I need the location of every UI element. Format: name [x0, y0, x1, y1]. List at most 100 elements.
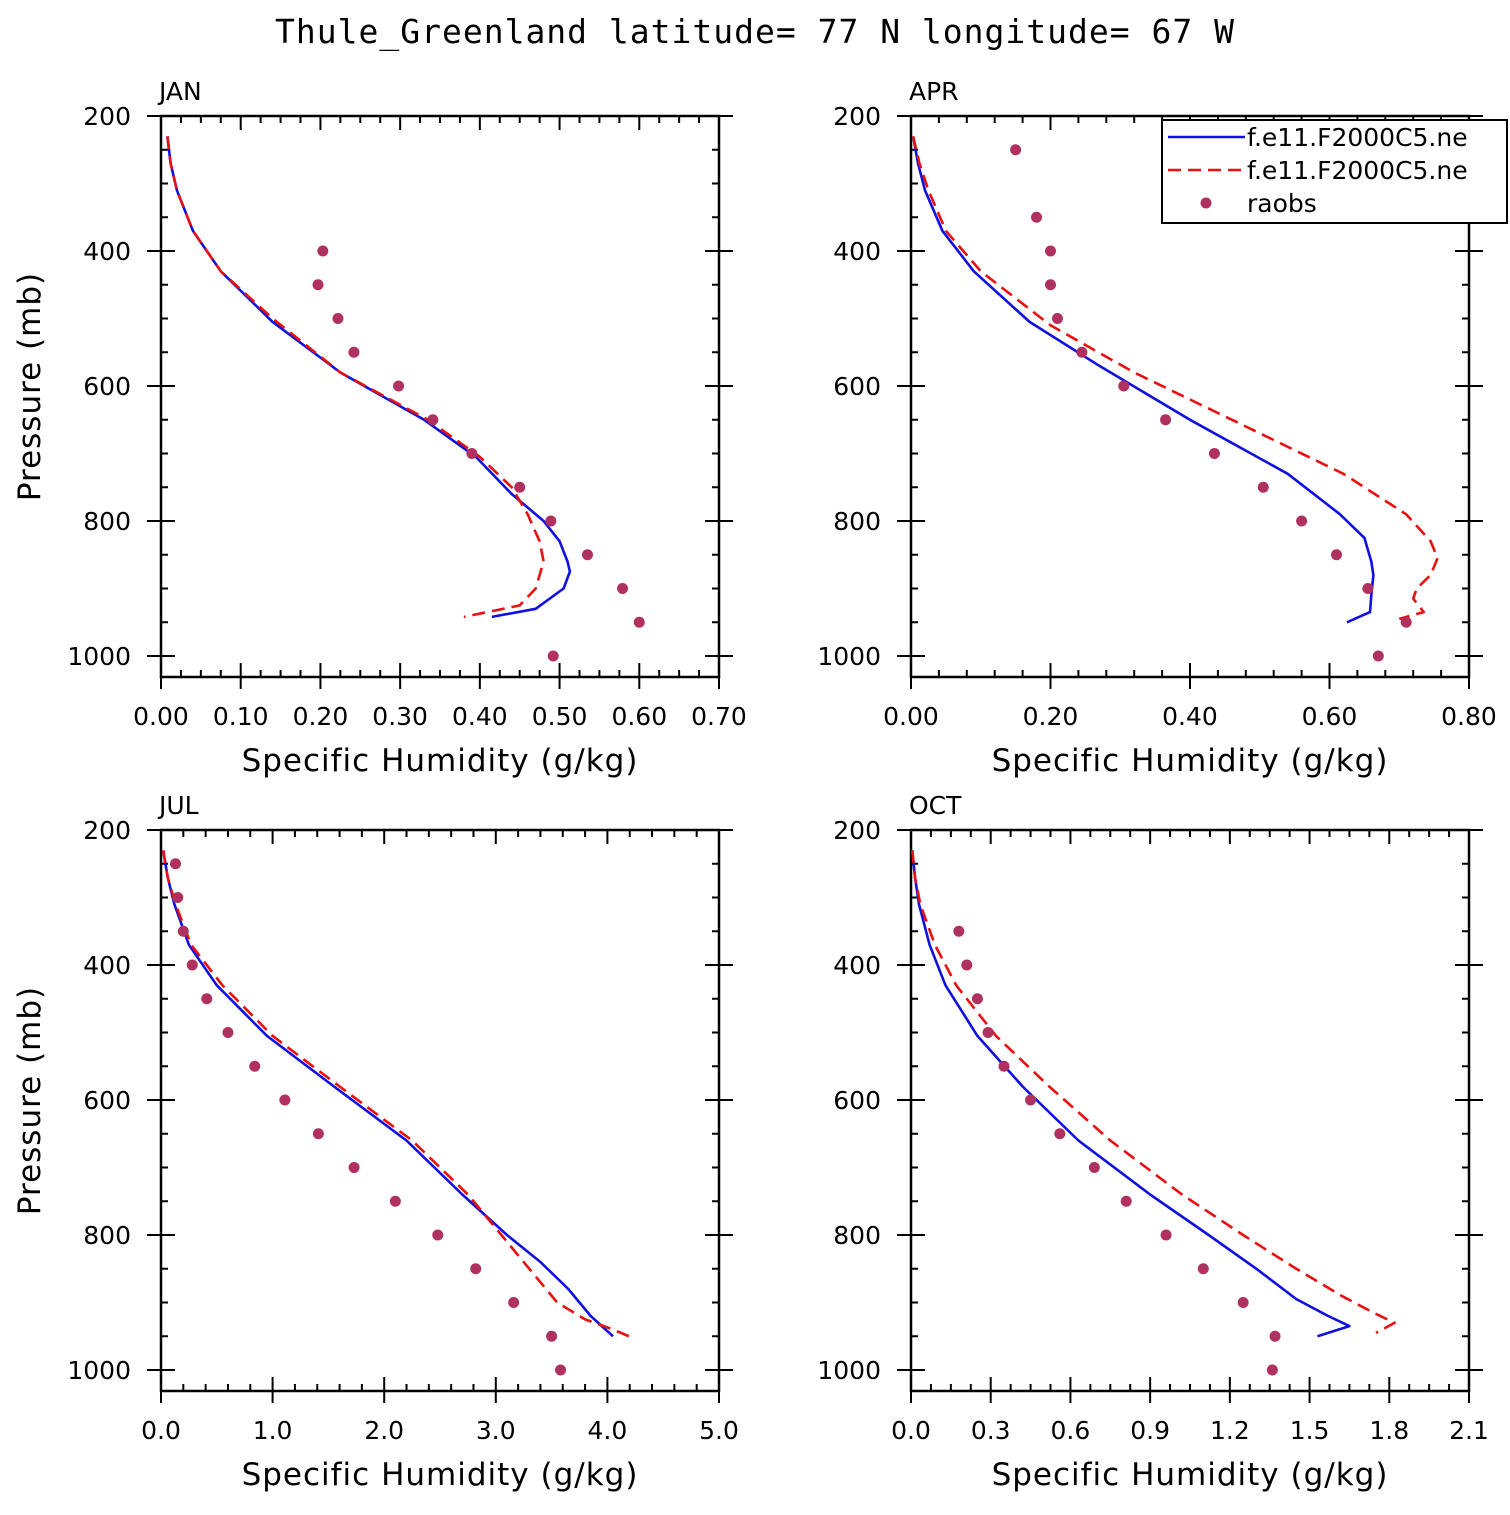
y-tick-label: 1000: [67, 1356, 131, 1385]
x-axis-label: Specific Humidity (g/kg): [992, 1457, 1389, 1493]
raobs-point: [1330, 549, 1342, 561]
y-tick-label: 400: [833, 237, 881, 266]
raobs-point: [514, 481, 526, 493]
legend-marker: [1200, 197, 1212, 209]
y-tick-label: 800: [83, 507, 131, 536]
x-tick-label: 5.0: [699, 1416, 739, 1445]
legend-label: f.e11.F2000C5.ne: [1247, 156, 1468, 185]
raobs-point: [633, 616, 645, 628]
y-tick-label: 600: [83, 1086, 131, 1115]
raobs-point: [617, 583, 629, 594]
raobs-point: [172, 892, 184, 903]
y-axis-label: Pressure (mb): [12, 986, 48, 1215]
raobs-point: [279, 1094, 291, 1106]
x-tick-label: 0.3: [971, 1416, 1011, 1445]
raobs-point: [1237, 1297, 1249, 1308]
raobs-point: [581, 549, 593, 561]
y-tick-label: 200: [833, 102, 881, 131]
x-tick-label: 0.10: [213, 702, 269, 731]
raobs-point: [547, 650, 559, 662]
raobs-point: [508, 1297, 520, 1308]
x-axis-label: Specific Humidity (g/kg): [242, 743, 639, 779]
raobs-point: [961, 959, 973, 971]
x-tick-label: 0.40: [452, 702, 508, 731]
dashed-model-line: [166, 136, 545, 619]
y-tick-label: 800: [83, 1221, 131, 1250]
raobs-point: [317, 245, 329, 257]
y-tick-label: 400: [83, 951, 131, 980]
panel-jan: JAN 0.00 0.10 0.20 0.30 0.40 0.50 0.60 0.70 200 40…: [12, 77, 747, 779]
x-tick-label: 4.0: [588, 1416, 628, 1445]
raobs-point: [1208, 448, 1220, 459]
raobs-point: [312, 279, 324, 291]
raobs-point: [1362, 583, 1374, 594]
y-tick-label: 400: [83, 237, 131, 266]
plot-frame: [159, 114, 721, 679]
legend-label: raobs: [1247, 189, 1317, 218]
y-tick-label: 800: [833, 507, 881, 536]
raobs-point: [1372, 650, 1384, 662]
x-tick-label: 1.0: [253, 1416, 293, 1445]
x-tick-label: 2.1: [1449, 1416, 1489, 1445]
raobs-point: [1257, 481, 1269, 493]
raobs-point: [470, 1263, 482, 1275]
panel-title: JAN: [157, 77, 202, 106]
raobs-point: [1118, 380, 1130, 392]
raobs-point: [555, 1364, 567, 1376]
raobs-point: [1051, 313, 1063, 324]
raobs-point: [1160, 414, 1172, 426]
panel-jul: JUL 0.0 1.0 2.0 3.0 4.0 5.0 200 400 600 800 1000 Spe…: [12, 791, 739, 1493]
dashed-model-line: [161, 850, 633, 1339]
y-tick-label: 600: [833, 372, 881, 401]
solid-model-line: [166, 136, 572, 619]
raobs-point: [545, 515, 557, 527]
raobs-point: [186, 959, 198, 971]
y-tick-label: 200: [833, 816, 881, 845]
raobs-point: [953, 925, 965, 937]
raobs-point: [1266, 1364, 1278, 1376]
x-tick-label: 0.00: [133, 702, 189, 731]
raobs-point: [249, 1060, 261, 1072]
raobs-point: [998, 1060, 1010, 1072]
raobs-point: [466, 448, 478, 459]
y-axis-label: Pressure (mb): [12, 272, 48, 501]
raobs-point: [546, 1330, 558, 1342]
raobs-point: [348, 346, 360, 358]
raobs-point: [222, 1027, 234, 1038]
raobs-point: [201, 993, 213, 1005]
x-tick-label: 0.60: [611, 702, 667, 731]
raobs-point: [982, 1027, 994, 1038]
x-tick-label: 0.30: [372, 702, 428, 731]
raobs-point: [1045, 245, 1056, 257]
x-tick-label: 3.0: [476, 1416, 516, 1445]
raobs-point: [348, 1162, 360, 1173]
x-tick-label: 0.40: [1162, 702, 1218, 731]
x-axis-label: Specific Humidity (g/kg): [242, 1457, 639, 1493]
raobs-point: [432, 1229, 444, 1241]
raobs-point: [177, 925, 189, 937]
x-tick-label: 1.8: [1369, 1416, 1409, 1445]
x-tick-label: 1.5: [1290, 1416, 1330, 1445]
panel-title: OCT: [909, 791, 962, 820]
raobs-point: [1197, 1263, 1209, 1275]
y-tick-label: 200: [83, 102, 131, 131]
x-tick-label: 0.00: [883, 702, 939, 731]
panel-oct: OCT 0.0 0.3 0.6 0.9 1.2 1.5 1.8 2.1 200 400 600 800 1…: [817, 791, 1489, 1493]
raobs-point: [1010, 144, 1022, 156]
y-tick-label: 600: [833, 1086, 881, 1115]
raobs-point: [312, 1128, 324, 1140]
panel-apr: APR 0.00 0.20 0.40 0.60 0.80 200 400 600 800 1000 S…: [817, 77, 1496, 779]
raobs-point: [170, 858, 182, 870]
raobs-point: [389, 1195, 401, 1207]
raobs-point: [1400, 616, 1412, 628]
raobs-point: [971, 993, 983, 1005]
x-axis-label: Specific Humidity (g/kg): [992, 743, 1389, 779]
solid-model-line: [911, 136, 1375, 624]
x-tick-label: 0.6: [1051, 1416, 1091, 1445]
y-tick-label: 1000: [817, 1356, 881, 1385]
solid-model-line: [911, 850, 1351, 1338]
y-tick-label: 1000: [67, 642, 131, 671]
raobs-point: [1120, 1195, 1132, 1207]
